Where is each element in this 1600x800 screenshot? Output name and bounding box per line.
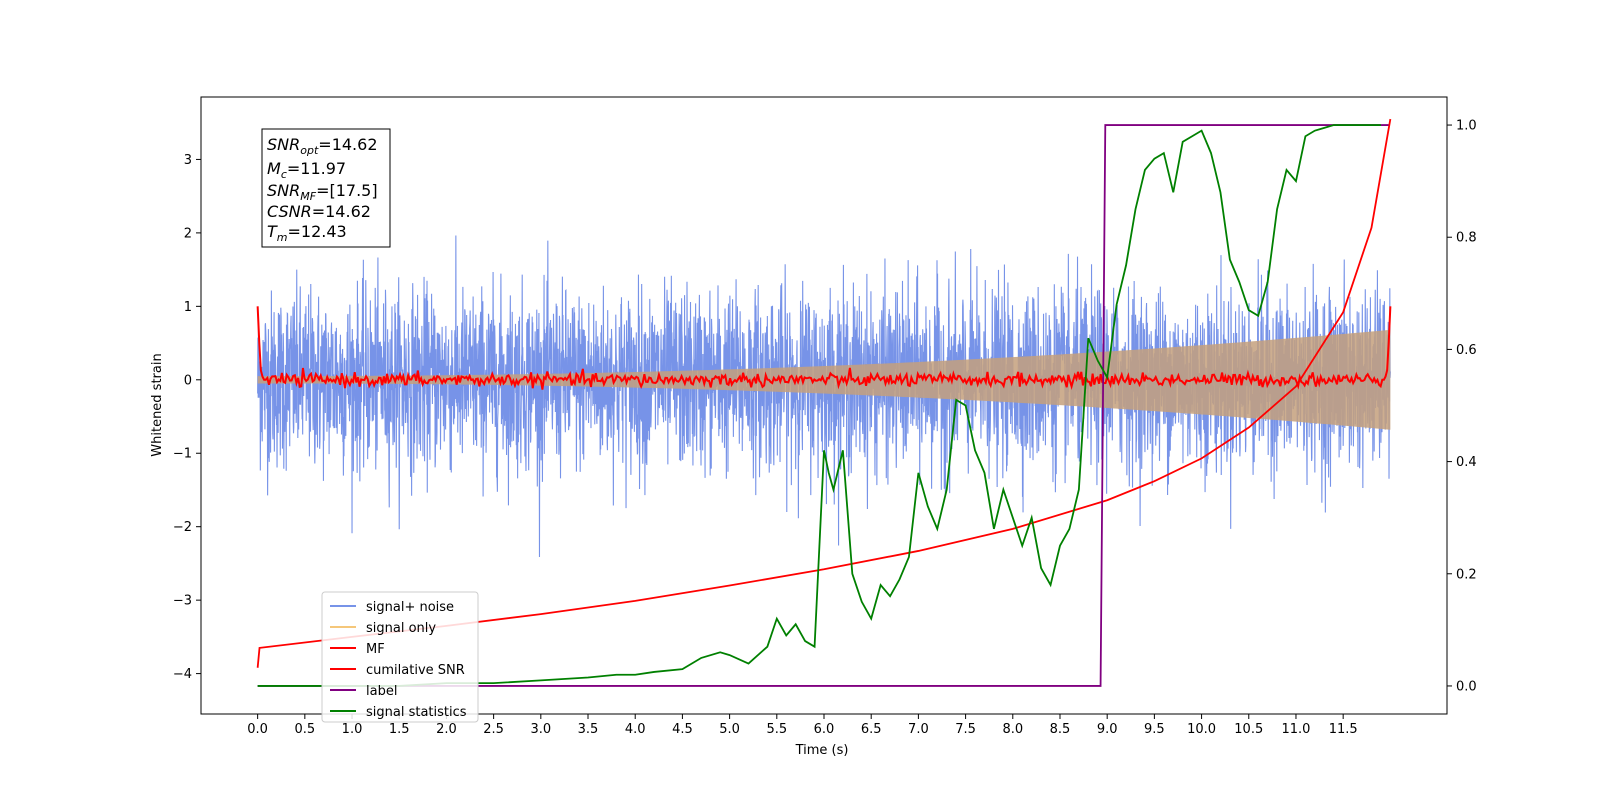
y-tick-label: −4 [173, 667, 192, 682]
tm-value: =12.43 [288, 222, 347, 241]
y-tick-label: 2 [184, 226, 192, 241]
annotation-csnr: CSNR=14.62 [267, 202, 371, 221]
y2-tick-label: 1.0 [1456, 119, 1477, 134]
x-tick-label: 11.5 [1329, 722, 1358, 737]
y2-tick-label: 0.4 [1456, 455, 1477, 470]
legend-label: signal statistics [366, 705, 467, 720]
x-tick-label: 4.5 [672, 722, 693, 737]
y-tick-label: −2 [173, 520, 192, 535]
x-tick-label: 4.0 [625, 722, 646, 737]
series-mf [256, 306, 1392, 391]
y-tick-label: 1 [184, 300, 192, 315]
legend-label: cumilative SNR [366, 663, 465, 678]
x-axis-title: Time (s) [795, 743, 849, 758]
annotation-snr-mf: SNRMF=[17.5] [267, 181, 378, 203]
y-tick-label: −3 [173, 594, 192, 609]
x-tick-label: 3.5 [578, 722, 599, 737]
y-tick-label: −1 [173, 447, 192, 462]
mc-base: M [267, 159, 281, 178]
x-tick-label: 8.0 [1002, 722, 1023, 737]
x-tick-label: 8.5 [1050, 722, 1071, 737]
legend-label: signal+ noise [366, 600, 454, 615]
annotation-frame [261, 128, 391, 248]
x-tick-label: 3.0 [530, 722, 551, 737]
annotation-snr-opt: SNRopt=14.62 [267, 135, 378, 157]
x-tick-label: 7.0 [908, 722, 929, 737]
x-tick-label: 2.0 [436, 722, 457, 737]
y2-tick-label: 0.0 [1456, 679, 1477, 694]
snr-opt-base: SNR [267, 135, 300, 154]
snr-mf-base: SNR [267, 181, 300, 200]
tm-base: T [267, 222, 278, 241]
x-tick-label: 11.0 [1281, 722, 1310, 737]
legend-frame [321, 591, 479, 723]
annotation-mc: Mc=11.97 [267, 159, 346, 181]
x-tick-label: 1.0 [342, 722, 363, 737]
tm-sub: m [277, 231, 288, 244]
snr-opt-value: =14.62 [318, 135, 377, 154]
y-tick-label: 3 [184, 153, 192, 168]
csnr-value: =14.62 [312, 202, 371, 221]
mc-sub: c [281, 168, 287, 181]
mc-value: =11.97 [287, 159, 346, 178]
snr-opt-sub: opt [300, 144, 319, 157]
legend: signal+ noise signal only MF cumilative SNR… [321, 591, 479, 723]
annotation-box: SNRopt=14.62 Mc=11.97 SNRMF=[17.5] CSNR=… [261, 128, 391, 248]
y2-tick-label: 0.2 [1456, 567, 1477, 582]
x-tick-label: 6.5 [861, 722, 882, 737]
series-signal-statistics [257, 124, 1381, 687]
x-tick-label: 7.5 [955, 722, 976, 737]
annotation-tm: Tm=12.43 [267, 222, 347, 244]
x-tick-label: 5.0 [719, 722, 740, 737]
y2-tick-label: 0.8 [1456, 231, 1477, 246]
csnr-base: CSNR [267, 202, 312, 221]
y-tick-label: 0 [184, 373, 192, 388]
x-tick-label: 5.5 [766, 722, 787, 737]
snr-mf-value: =[17.5] [316, 181, 378, 200]
legend-label: label [366, 684, 397, 699]
y-axis-title: Whitened strain [150, 353, 165, 456]
x-tick-label: 9.5 [1144, 722, 1165, 737]
x-tick-label: 1.5 [389, 722, 410, 737]
axes: 0.0 0.5 1.0 1.5 2.0 2.5 3.0 3.5 4.0 4.5 5.0 5.5 6.0 6… [173, 119, 1477, 737]
legend-label: MF [366, 642, 385, 657]
y2-tick-label: 0.6 [1456, 343, 1477, 358]
x-tick-label: 9.0 [1097, 722, 1118, 737]
series-label [257, 124, 1389, 687]
x-tick-label: 6.0 [814, 722, 835, 737]
legend-label: signal only [366, 621, 436, 636]
x-tick-label: 2.5 [483, 722, 504, 737]
x-tick-label: 0.0 [247, 722, 268, 737]
x-tick-label: 10.5 [1234, 722, 1263, 737]
snr-mf-sub: MF [300, 190, 316, 203]
x-tick-label: 0.5 [294, 722, 315, 737]
x-tick-label: 10.0 [1187, 722, 1216, 737]
